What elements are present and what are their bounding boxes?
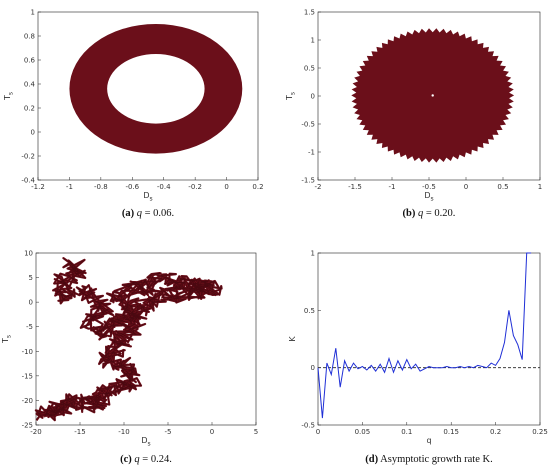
xtick-label-d: 0.2: [490, 428, 501, 436]
ytick-label-c: -20: [22, 397, 33, 405]
plot-frame-c: [35, 252, 257, 426]
ytick-label-b: -0.5: [301, 121, 315, 129]
xtick-label-c: -15: [74, 428, 85, 436]
ytick-label-c: 0: [29, 299, 33, 307]
xtick-label-d: 0.25: [532, 428, 548, 436]
ylabel-a: Ts: [3, 92, 15, 101]
ytick-label-a: -0.4: [21, 177, 35, 185]
ytick-label-d: -0.5: [301, 422, 315, 430]
xtick-label-a: -0.8: [94, 183, 108, 191]
xtick-label-a: -1: [66, 183, 73, 191]
xlabel-a: Ds: [143, 191, 152, 203]
ylabel-c: Ts: [1, 335, 13, 344]
xtick-label-a: 0.2: [252, 183, 263, 191]
xtick-label-d: 0.1: [401, 428, 412, 436]
xlabel-b: Ds: [424, 191, 433, 203]
caption-b: (b) q = 0.20.: [403, 208, 456, 219]
marks-c: [34, 257, 223, 422]
ytick-label-b: 1: [311, 37, 315, 45]
xtick-label-c: 0: [210, 428, 214, 436]
ytick-label-d: 1: [311, 250, 315, 258]
ytick-label-c: -15: [22, 372, 33, 380]
ytick-label-a: 0.2: [24, 105, 35, 113]
annulus-mark: [69, 24, 243, 154]
caption-a: (a) q = 0.06.: [122, 208, 174, 219]
ytick-label-c: 10: [24, 250, 33, 258]
xtick-label-a: -0.6: [125, 183, 139, 191]
ticks-a: -1.2 -1 -0.8 -0.6 -0.4 -0.2 0 0.2 -0.4 -0.2 0 0.2 0.…: [21, 9, 263, 192]
xtick-label-b: -1: [389, 183, 396, 191]
xtick-label-a: -1.2: [31, 183, 45, 191]
ytick-label-a: 1: [31, 9, 35, 17]
xtick-label-c: -5: [165, 428, 172, 436]
panel-a: -1.2 -1 -0.8 -0.6 -0.4 -0.2 0 0.2 -0.4 -0.2 0 0.2 0.…: [3, 9, 264, 220]
xtick-label-d: 0.15: [443, 428, 459, 436]
ytick-label-a: 0.8: [24, 33, 35, 41]
xtick-label-a: -0.2: [188, 183, 202, 191]
ytick-label-c: -25: [22, 422, 33, 430]
ticks-d: 0 0.05 0.1 0.15 0.2 0.25-0.500.51: [301, 250, 547, 437]
ytick-label-b: 0.5: [304, 65, 315, 73]
plot-frame-d: [317, 252, 541, 426]
caption-c: (c) q = 0.24.: [120, 454, 172, 465]
xtick-label-b: 1: [538, 183, 542, 191]
ylabel-b: Ts: [285, 92, 297, 101]
walk-trace-detail: [34, 257, 222, 421]
xtick-label-c: -10: [118, 428, 129, 436]
xtick-label-b: 0: [464, 183, 468, 191]
xtick-label-c: 5: [254, 428, 258, 436]
disk-center-point: [431, 94, 434, 97]
ytick-label-b: 1.5: [304, 9, 315, 17]
ytick-label-c: 5: [29, 274, 33, 282]
ytick-label-a: -0.2: [21, 153, 35, 161]
ytick-label-a: 0.6: [24, 57, 36, 65]
ytick-label-d: 0.5: [304, 307, 315, 315]
plot-frame-a: [37, 11, 259, 181]
ytick-label-c: -10: [22, 348, 33, 356]
ytick-label-a: 0: [31, 129, 35, 137]
caption-d: (d) Asymptotic growth rate K.: [365, 454, 492, 465]
ytick-label-b: 0: [311, 93, 315, 101]
ytick-label-b: -1.5: [301, 177, 315, 185]
ytick-label-b: -1: [308, 149, 315, 157]
marks-b: [351, 28, 515, 163]
ytick-label-d: 0: [311, 364, 315, 372]
xtick-label-b: 0.5: [497, 183, 508, 191]
ytick-label-a: 0.4: [24, 81, 36, 89]
ylabel-d: K: [288, 336, 297, 342]
xlabel-c: Ds: [141, 436, 150, 448]
xtick-label-b: -0.5: [422, 183, 436, 191]
xlabel-d: q: [426, 436, 431, 445]
marks-d: [317, 252, 540, 419]
panel-b: -2 -1.5 -1 -0.5 0 0.5 1-1.5-1-0.500.511.5 Ds T…: [285, 9, 542, 220]
xtick-label-c: -20: [30, 428, 41, 436]
xtick-label-d: 0: [316, 428, 320, 436]
xtick-label-a: -0.4: [157, 183, 171, 191]
ytick-label-c: -5: [26, 323, 33, 331]
xtick-label-b: -1.5: [348, 183, 362, 191]
marks-a: [69, 24, 243, 154]
k-series-line: [317, 252, 532, 419]
xtick-label-b: -2: [315, 183, 322, 191]
ticks-b: -2 -1.5 -1 -0.5 0 0.5 1-1.5-1-0.500.511.5: [301, 9, 542, 192]
panel-d: 0 0.05 0.1 0.15 0.2 0.25-0.500.51 q K (d) Asy…: [288, 250, 548, 466]
xtick-label-d: 0.05: [355, 428, 371, 436]
xtick-label-a: 0: [224, 183, 228, 191]
